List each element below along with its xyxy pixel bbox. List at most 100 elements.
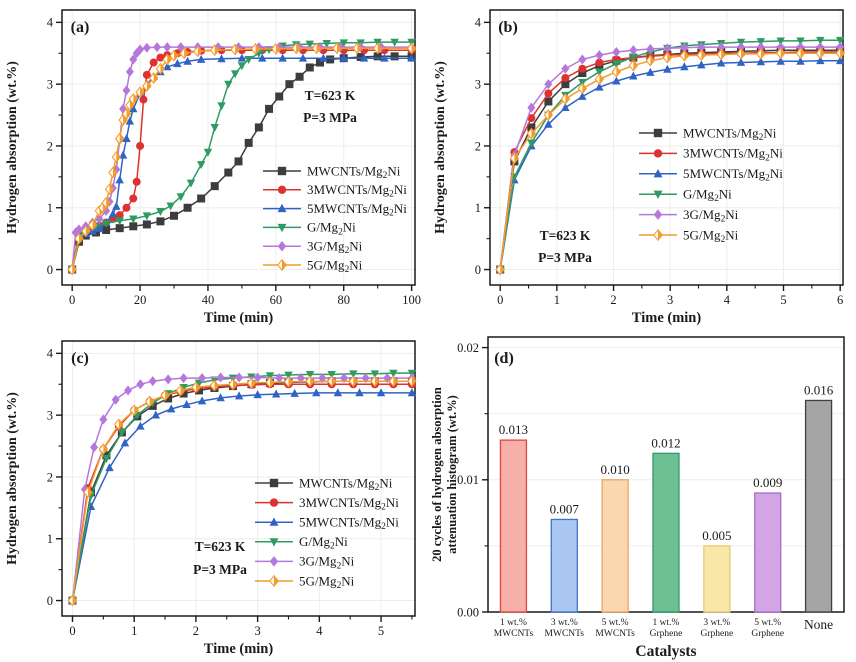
bar-value-label: 0.012 [651, 435, 680, 450]
x-tick-label: 6 [837, 293, 843, 307]
x-axis-label: Time (min) [204, 310, 274, 326]
marker-diamond-half [282, 259, 287, 271]
annotation-line: T=623 K [195, 539, 246, 554]
y-tick-label: 0.02 [457, 341, 479, 355]
marker-triangle-down [142, 212, 152, 221]
plot-frame [61, 9, 416, 286]
marker-diamond-half [393, 376, 398, 387]
marker-diamond-half [232, 379, 237, 390]
y-tick-label: 1 [47, 532, 53, 546]
marker-diamond [179, 373, 188, 384]
axes: 0 1 2 3 4 5 0 1 2 3 4 [47, 340, 416, 638]
marker-square [373, 52, 382, 61]
marker-diamond-half [129, 100, 134, 111]
marker-circle [527, 114, 536, 123]
marker-triangle-down [305, 40, 314, 49]
marker-diamond-half [134, 405, 139, 416]
panel-letter: (d) [494, 350, 514, 367]
marker-triangle-up [380, 53, 389, 62]
bar-5-wt-grphene [754, 492, 782, 613]
legend-label: 5MWCNTs/Mg2Ni [683, 166, 783, 184]
marker-diamond [836, 42, 845, 53]
panel-letter: (c) [71, 350, 89, 367]
marker-diamond [164, 374, 173, 385]
marker-triangle-up [290, 388, 299, 397]
marker-triangle-up [125, 116, 135, 125]
marker-circle [578, 64, 587, 73]
marker-diamond [142, 42, 151, 53]
marker-triangle-down [156, 208, 165, 217]
legend-entry: 3MWCNTs/Mg2Ni [263, 182, 407, 200]
marker-square [234, 157, 243, 166]
legend-entry: MWCNTs/Mg2Ni [255, 475, 393, 493]
bar-value-label: 0.010 [601, 462, 630, 477]
marker-square [156, 217, 165, 226]
marker-diamond-half [288, 376, 293, 387]
marker-diamond [663, 43, 672, 54]
marker-triangle-up [118, 150, 128, 159]
marker-square [170, 211, 179, 220]
marker-diamond-half [103, 444, 108, 455]
marker-diamond-half [123, 115, 128, 125]
panel-c: 0 1 2 3 4 5 0 1 2 3 4 Time (min) Hydrogen absorption… [0, 331, 428, 662]
condition-annotation: T=623 K P=3 MPa [303, 88, 357, 125]
marker-triangle-down [629, 53, 638, 62]
marker-diamond-half [146, 81, 151, 92]
marker-diamond-half [548, 110, 553, 121]
legend-entry: 5G/Mg2Ni [639, 227, 739, 245]
panel-letter: (a) [71, 19, 90, 36]
marker-diamond-half [582, 83, 587, 94]
legend: MWCNTs/Mg2Ni3MWCNTs/Mg2Ni5MWCNTs/Mg2NiG/… [639, 125, 783, 245]
marker-diamond-half [514, 153, 519, 164]
x-tick-label: 1 [131, 624, 137, 638]
marker-diamond-half [316, 43, 321, 54]
marker-triangle-up [182, 400, 191, 409]
legend-label: 5G/Mg2Ni [307, 257, 363, 275]
marker-triangle-down [101, 219, 111, 228]
legend-entry: 5G/Mg2Ni [263, 257, 363, 275]
marker-triangle-up [129, 104, 138, 113]
marker-triangle-up [115, 175, 124, 184]
marker-triangle-down [166, 202, 175, 211]
marker-diamond-half [331, 376, 336, 387]
bar-1-wt-grphene [652, 452, 680, 613]
marker-diamond [269, 556, 279, 567]
category-label: 5 wt.% [602, 618, 629, 628]
marker-diamond [737, 42, 746, 53]
marker-triangle-down [269, 538, 279, 547]
marker-triangle-down [305, 370, 315, 379]
x-tick-label: 20 [134, 293, 147, 307]
x-tick-label: 80 [337, 293, 350, 307]
marker-square [578, 69, 587, 78]
marker-square [224, 168, 233, 177]
marker-diamond-half [741, 48, 746, 59]
marker-diamond-half [119, 133, 124, 144]
x-tick-label: 1 [554, 293, 560, 307]
legend: MWCNTs/Mg2Ni3MWCNTs/Mg2Ni5MWCNTs/Mg2NiG/… [255, 475, 399, 591]
marker-triangle-down [284, 371, 293, 380]
annotation-line: P=3 MPa [193, 562, 247, 577]
marker-diamond-half [531, 128, 536, 139]
legend-label: MWCNTs/Mg2Ni [307, 163, 401, 181]
marker-triangle-up [120, 438, 130, 447]
marker-diamond [136, 44, 145, 55]
marker-diamond [578, 54, 587, 65]
y-tick-label: 4 [47, 347, 54, 361]
legend-entry: 3MWCNTs/Mg2Ni [639, 146, 783, 163]
marker-diamond-half [126, 108, 131, 119]
y-tick-label: 1 [475, 201, 481, 215]
series-5g-mg-ni [67, 42, 417, 276]
marker-diamond [595, 50, 604, 61]
marker-diamond [74, 224, 83, 235]
marker-diamond [216, 372, 225, 383]
category-label: MWCNTs [595, 629, 635, 639]
marker-circle [544, 89, 553, 98]
marker-triangle-down [595, 68, 604, 77]
marker-triangle-up [816, 56, 825, 65]
marker-diamond-half [667, 52, 672, 63]
marker-diamond [129, 54, 138, 65]
marker-diamond-half [197, 46, 202, 57]
marker-triangle-down [186, 179, 196, 188]
marker-diamond [717, 42, 726, 53]
marker-circle [142, 70, 151, 79]
